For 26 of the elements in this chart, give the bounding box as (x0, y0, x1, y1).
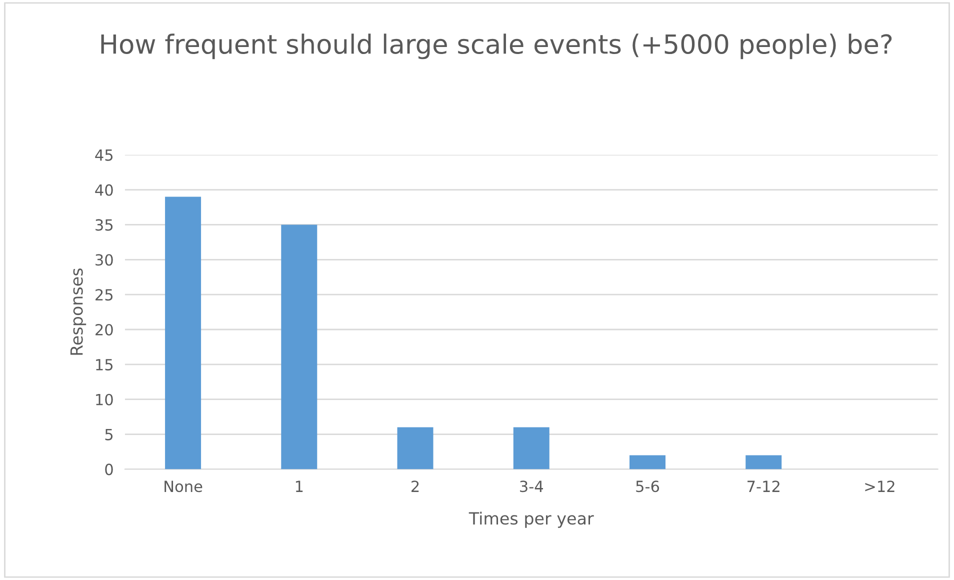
x-tick-label: 7-12 (748, 480, 780, 492)
bar (629, 455, 666, 470)
x-tick-label: None (164, 480, 202, 492)
bar (513, 427, 550, 470)
y-tick-label: 25 (96, 289, 113, 301)
y-tick-label: 10 (96, 394, 113, 406)
bar (281, 224, 318, 470)
y-tick-label: 0 (105, 464, 113, 476)
x-tick-label: 2 (412, 480, 419, 492)
x-tick-label: 5-6 (636, 480, 660, 492)
x-tick-label: >12 (865, 480, 894, 492)
y-tick-label: 40 (95, 184, 113, 196)
x-axis-title: Times per year (468, 512, 594, 528)
x-tick-label: 1 (296, 480, 303, 492)
bar (165, 196, 202, 470)
y-tick-label: 15 (96, 359, 113, 370)
bar (746, 455, 782, 470)
y-tick-label: 45 (95, 150, 113, 161)
y-tick-label: 5 (105, 428, 113, 440)
chart-title: How frequent should large scale events (+5000 people) be? (101, 34, 892, 60)
y-tick-label: 30 (96, 254, 113, 266)
y-axis-title: Responses (70, 268, 86, 355)
x-tick-label: 3-4 (520, 480, 543, 492)
bar (397, 427, 434, 470)
y-tick-label: 35 (96, 219, 113, 231)
y-tick-label: 20 (96, 324, 113, 336)
